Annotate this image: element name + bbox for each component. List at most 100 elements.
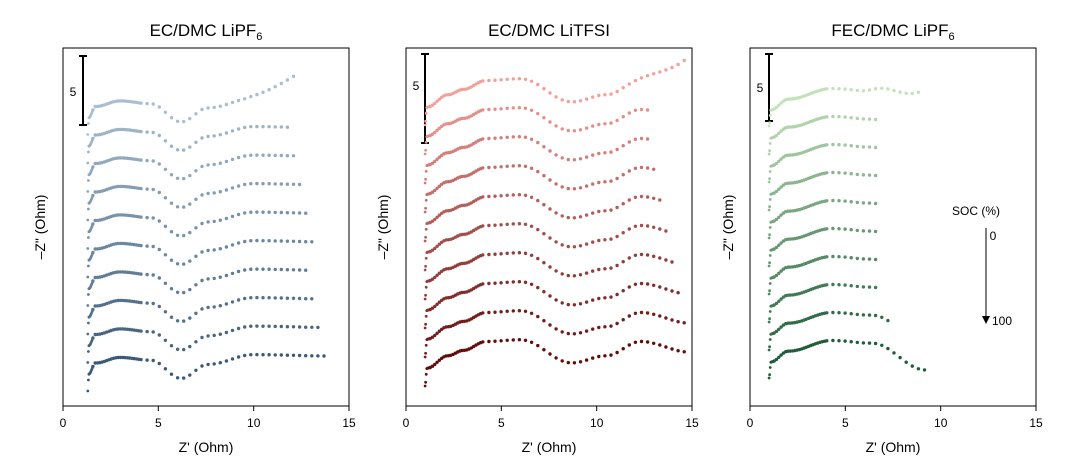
plot-frame	[62, 47, 350, 407]
data-point	[255, 210, 259, 214]
data-point	[487, 252, 491, 257]
series-9	[423, 309, 686, 359]
data-point	[831, 226, 835, 231]
data-point	[837, 227, 841, 231]
data-point	[898, 90, 902, 94]
data-point	[91, 165, 95, 169]
data-point	[487, 107, 491, 112]
data-point	[424, 285, 428, 289]
data-point	[779, 325, 783, 329]
data-point	[218, 361, 222, 365]
data-point	[536, 227, 540, 232]
data-point	[548, 178, 552, 182]
data-point	[621, 347, 625, 351]
data-point	[849, 116, 853, 120]
data-point	[493, 165, 497, 169]
data-point	[169, 287, 174, 291]
data-point	[898, 355, 902, 360]
data-point	[548, 323, 552, 327]
data-point	[435, 244, 439, 248]
data-point	[285, 325, 290, 329]
data-point	[212, 191, 216, 195]
data-point	[837, 115, 841, 119]
data-point	[487, 281, 491, 286]
data-point	[578, 215, 583, 219]
data-point	[424, 372, 428, 376]
data-point	[433, 333, 437, 338]
data-point	[855, 284, 859, 289]
data-point	[435, 128, 439, 132]
data-point	[768, 226, 772, 229]
data-point	[591, 182, 595, 186]
data-point	[645, 74, 650, 78]
data-point	[627, 314, 631, 318]
data-point	[572, 158, 577, 162]
data-point	[536, 343, 540, 348]
data-point	[188, 316, 192, 320]
data-point	[86, 304, 90, 307]
data-point	[206, 334, 210, 338]
data-point	[430, 306, 435, 310]
data-point	[279, 81, 283, 86]
data-point	[157, 304, 161, 309]
data-point	[224, 273, 229, 278]
data-point	[777, 159, 781, 163]
data-point	[578, 244, 583, 248]
data-point	[424, 169, 428, 173]
data-point	[676, 349, 680, 353]
data-point	[236, 269, 241, 274]
data-point	[645, 253, 650, 257]
series-2	[86, 124, 290, 165]
data-point	[424, 198, 428, 202]
data-point	[554, 269, 558, 273]
data-point	[151, 273, 155, 277]
data-point	[633, 253, 638, 257]
data-point	[615, 321, 619, 326]
data-point	[267, 210, 271, 214]
data-point	[230, 100, 235, 105]
data-point	[230, 328, 235, 333]
data-point	[645, 195, 650, 199]
data-point	[505, 193, 509, 197]
data-point	[273, 239, 277, 243]
data-point	[542, 232, 546, 236]
data-point	[194, 112, 198, 116]
data-point	[188, 202, 192, 206]
data-point	[499, 339, 503, 343]
data-point	[175, 290, 180, 294]
data-point	[767, 320, 771, 324]
data-point	[261, 182, 265, 186]
data-point	[157, 276, 161, 280]
data-point	[291, 353, 296, 357]
data-point	[584, 184, 589, 188]
data-point	[767, 264, 771, 268]
data-point	[910, 364, 914, 368]
data-point	[86, 361, 90, 364]
data-point	[255, 267, 259, 271]
data-point	[87, 150, 90, 154]
data-point	[194, 197, 198, 201]
data-point	[615, 118, 619, 123]
data-point	[609, 208, 613, 212]
data-point	[151, 330, 155, 334]
data-point	[768, 345, 771, 349]
data-point	[285, 182, 290, 186]
data-point	[843, 311, 847, 315]
x-axis: 0 5 10 15	[403, 406, 699, 430]
data-point	[249, 324, 253, 328]
data-point	[572, 303, 577, 307]
data-point	[658, 343, 662, 347]
series-4	[423, 164, 656, 214]
data-point	[87, 264, 90, 268]
data-point	[578, 302, 583, 306]
data-point	[855, 88, 859, 93]
data-point	[87, 293, 90, 296]
data-point	[867, 313, 872, 317]
data-point	[676, 291, 680, 295]
data-point	[825, 171, 829, 175]
plot-frame	[749, 47, 1037, 407]
data-point	[243, 239, 247, 244]
data-point	[304, 325, 308, 329]
data-point	[91, 336, 95, 340]
data-point	[554, 356, 558, 360]
